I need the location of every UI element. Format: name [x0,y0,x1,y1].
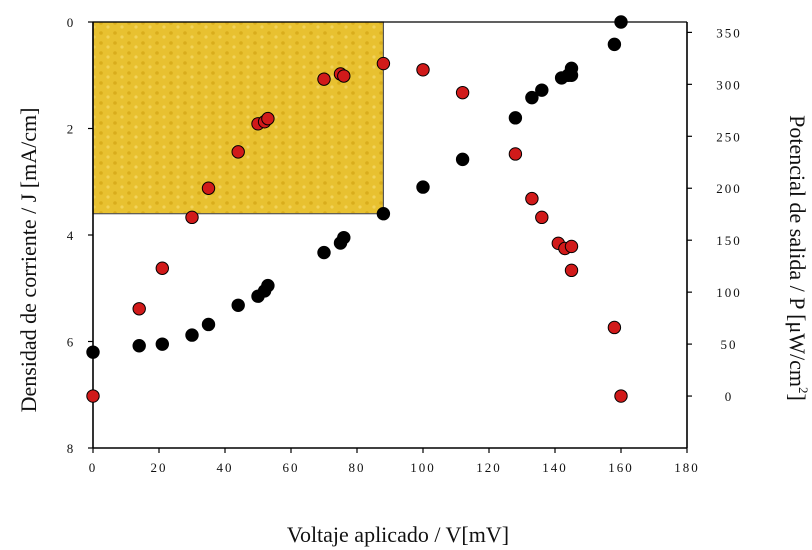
output-power-point [86,389,100,403]
current-density-point [614,15,628,29]
y-left-tick-label: 2 [67,122,76,137]
x-tick-label: 20 [151,460,168,475]
output-power-point [337,69,351,83]
x-tick-label: 80 [349,460,366,475]
y-left-tick-label: 8 [67,441,76,456]
output-power-point [525,191,539,206]
current-density-point [416,180,430,194]
current-density-point [508,111,523,125]
output-power-point [455,85,470,100]
current-density-point [201,317,216,332]
output-power-point [564,263,579,278]
x-tick-label: 60 [283,460,300,475]
current-density-point [317,245,331,260]
output-power-point [231,145,245,159]
x-tick-label: 160 [608,460,634,475]
y-right-tick-label: 200 [716,181,742,196]
current-density-point [155,337,170,351]
y-axis-right-title-sup: 2 [796,387,811,394]
output-power-point [607,320,622,335]
current-density-point [607,37,622,52]
current-density-point [185,328,199,342]
highlight-rect [92,21,384,215]
output-power-point [261,111,275,126]
y-right-tick-label: 50 [721,337,738,352]
x-tick-label: 140 [542,460,568,475]
y-axis-right-title-main: Potencial de salida / P [μW/cm [785,115,810,387]
current-density-point [525,90,539,105]
current-density-point [337,230,351,245]
x-tick-label: 100 [410,460,436,475]
output-power-point [614,389,628,403]
y-right-tick-label: 0 [725,389,734,404]
x-tick-label: 40 [217,460,234,475]
x-tick-label: 120 [476,460,502,475]
output-power-point [376,56,391,71]
x-axis-title: Voltaje aplicado / V[mV] [287,522,509,547]
y-left-tick-label: 0 [67,15,76,30]
current-density-point [455,152,470,167]
output-power-point [155,261,170,275]
y-right-tick-label: 350 [716,25,742,40]
output-power-point [508,147,523,161]
current-density-point [376,207,391,221]
output-power-point [564,239,579,254]
current-density-point [564,61,579,76]
output-power-point [416,63,430,77]
y-axis-left-title: Densidad de corriente / J [mA/cm] [16,108,41,413]
x-tick-label: 180 [674,460,700,475]
output-power-point [201,181,216,195]
y-right-tick-label: 300 [716,77,742,92]
y-right-tick-label: 250 [716,129,742,144]
x-tick-label: 0 [89,460,98,475]
current-density-point [535,83,549,97]
current-density-point [132,339,146,353]
y-left-tick-label: 4 [67,228,76,243]
output-power-point [317,72,331,86]
current-density-point [231,298,245,312]
y-right-tick-label: 150 [716,233,742,248]
output-power-point [535,210,549,225]
current-density-point [86,345,100,359]
output-power-point [132,302,146,316]
y-left-tick-label: 6 [67,335,76,350]
y-axis-right-title: Potencial de salida / P [μW/cm2] [785,115,811,401]
y-right-tick-label: 100 [716,285,742,300]
output-power-point [185,210,199,225]
current-density-point [261,278,275,293]
y-axis-right-title-close: ] [785,394,810,401]
